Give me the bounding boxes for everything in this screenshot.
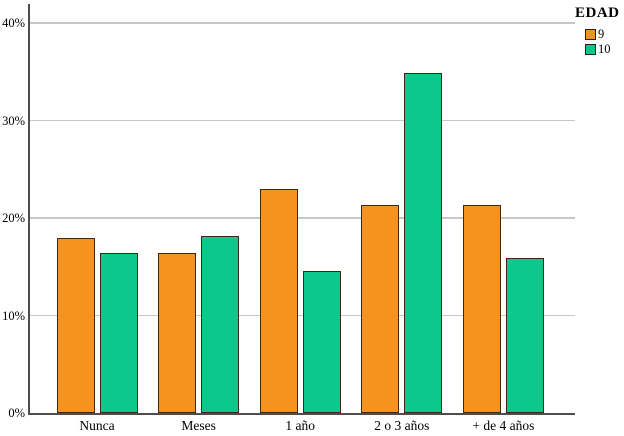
bar-edad9-4 bbox=[361, 205, 400, 413]
bar-edad10-3 bbox=[302, 270, 341, 413]
y-tick-label: 40% bbox=[2, 16, 25, 30]
y-tick-label: 0% bbox=[8, 406, 25, 420]
legend-swatch-10 bbox=[585, 44, 596, 55]
bar-edad10-1 bbox=[99, 253, 138, 413]
x-category-label: 1 año bbox=[285, 418, 315, 433]
gridline-10% bbox=[30, 314, 575, 316]
legend: EDAD 9 10 bbox=[575, 5, 623, 56]
bar-edad9-1 bbox=[56, 237, 95, 413]
bar-edad9-5 bbox=[462, 205, 501, 413]
legend-item-10: 10 bbox=[585, 42, 623, 56]
legend-label: 9 bbox=[598, 27, 605, 41]
gridline-20% bbox=[30, 217, 575, 219]
bar-edad10-2 bbox=[201, 235, 240, 413]
legend-items: 9 10 bbox=[575, 27, 623, 56]
bar-edad9-2 bbox=[158, 253, 197, 413]
legend-swatch-9 bbox=[585, 29, 596, 40]
gridline-30% bbox=[30, 119, 575, 121]
x-category-label: Meses bbox=[181, 418, 216, 433]
x-category-label: Nunca bbox=[79, 418, 115, 433]
x-axis-line bbox=[28, 413, 575, 415]
y-axis-line bbox=[28, 4, 30, 415]
x-category-label: + de 4 años bbox=[472, 418, 535, 433]
gridline-40% bbox=[30, 22, 575, 24]
legend-label: 10 bbox=[598, 42, 611, 56]
bar-edad10-4 bbox=[404, 72, 443, 413]
bar-edad9-3 bbox=[259, 188, 298, 413]
legend-item-9: 9 bbox=[585, 27, 623, 41]
y-tick-label: 10% bbox=[2, 308, 25, 323]
y-tick-label: 30% bbox=[2, 113, 25, 128]
bar-edad10-5 bbox=[505, 257, 544, 413]
x-category-label: 2 o 3 años bbox=[374, 418, 430, 433]
y-tick-label: 20% bbox=[2, 211, 25, 225]
legend-title: EDAD bbox=[575, 5, 620, 21]
